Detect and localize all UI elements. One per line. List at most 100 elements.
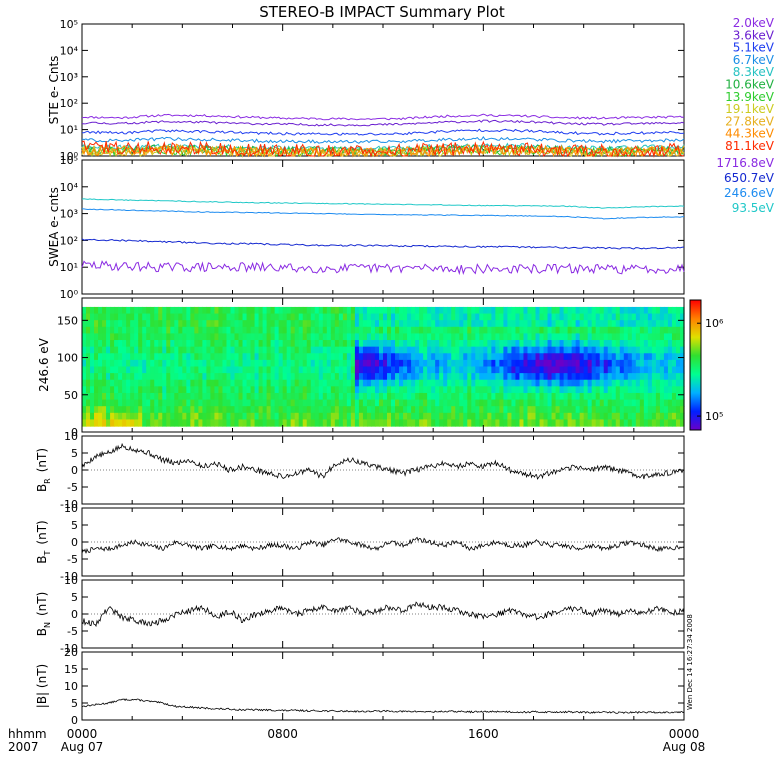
spectrogram-cell [603,399,609,407]
spectrogram-cell [322,313,328,321]
spectrogram-cell [190,320,195,328]
spectrogram-cell [455,379,460,387]
spectrogram-cell [551,399,557,407]
spectrogram-cell [571,386,577,394]
spectrogram-cell [475,306,480,315]
spectrogram-cell [491,320,496,328]
spectrogram-cell [599,419,605,427]
spectrogram-cell [431,392,436,401]
spectrogram-cell [170,366,175,374]
spectrogram-cell [547,346,553,354]
spectrogram-cell [491,353,496,361]
spectrogram-cell [451,359,456,368]
spectrogram-cell [643,333,649,341]
spectrogram-cell [523,392,529,401]
spectrogram-cell [439,306,444,315]
spectrogram-cell [134,373,139,381]
spectrogram-cell [667,359,673,368]
spectrogram-cell [346,359,352,368]
spectrogram-cell [202,340,208,348]
spectrogram-cell [515,373,521,381]
spectrogram-cell [531,359,537,368]
spectrogram-cell [675,320,681,328]
spectrogram-cell [370,340,376,348]
spectrogram-cell [338,359,344,368]
spectrogram-cell [130,386,135,394]
spectrogram-cell [499,313,504,321]
spectrogram-cell [258,333,264,341]
spectrogram-cell [278,359,284,368]
spectrogram-cell [627,379,633,387]
spectrogram-cell [551,313,557,321]
spectrogram-cell [250,326,256,335]
spectrogram-cell [583,392,589,401]
spectrogram-cell [659,419,665,427]
spectrogram-cell [567,373,573,381]
spectrogram-cell [479,419,484,427]
spectrogram-cell [651,326,657,335]
spectrogram-cell [190,373,195,381]
spectrogram-cell [242,419,248,427]
spectrogram-cell [218,326,224,335]
spectrogram-cell [563,306,569,315]
spectrogram-cell [671,392,677,401]
ste-legend-entry: 2.0keV [733,16,775,30]
spectrogram-cell [619,359,625,368]
spectrogram-cell [294,359,300,368]
spectrogram-cell [310,392,316,401]
spectrogram-cell [118,333,123,341]
spectrogram-cell [170,392,175,401]
spectrogram-cell [374,419,380,427]
spectrogram-cell [543,313,549,321]
spectrogram-cell [378,399,384,407]
spectrogram-cell [659,313,665,321]
spectrogram-cell [194,326,199,335]
spectrogram-cell [318,353,324,361]
spectrogram-cell [330,419,336,427]
y-tick-label: 5 [71,519,78,532]
spectrogram-cell [254,326,260,335]
spectrogram-cell [330,340,336,348]
spectrogram-cell [90,406,95,414]
spectrogram-cell [675,306,681,315]
spectrogram-cell [186,333,191,341]
spectrogram-cell [254,340,260,348]
spectrogram-cell [395,406,400,414]
spectrogram-cell [403,412,408,421]
swea-series-line [82,208,685,220]
spectrogram-cell [294,419,300,427]
spectrogram-cell [595,419,601,427]
spectrogram-cell [126,399,131,407]
spectrogram-cell [507,386,513,394]
y-tick-label: -10 [60,498,78,511]
spectrogram-cell [150,399,155,407]
spectrogram-cell [322,386,328,394]
spectrogram-cell [663,399,669,407]
y-tick-label: -10 [60,570,78,583]
spectrogram-cell [667,419,673,427]
spectrogram-cell [250,379,256,387]
spectrogram-cell [298,346,304,354]
spectrogram-cell [258,392,264,401]
spectrogram-cell [142,359,147,368]
spectrogram-cell [487,419,492,427]
spectrogram-cell [138,386,143,394]
spectrogram-cell [475,406,480,414]
spectrogram-cell [627,386,633,394]
spectrogram-cell [391,392,396,401]
spectrogram-cell [643,326,649,335]
spectrogram-cell [627,333,633,341]
spectrogram-cell [467,419,472,427]
spectrogram-cell [463,366,468,374]
spectrogram-cell [515,340,521,348]
spectrogram-cell [483,406,488,414]
spectrogram-cell [419,359,424,368]
spectrogram-cell [326,379,332,387]
spectrogram-cell [667,346,673,354]
spectrogram-cell [126,306,131,315]
spectrogram-cell [611,333,617,341]
spectrogram-cell [318,359,324,368]
spectrogram-cell [643,373,649,381]
spectrogram-cell [443,386,448,394]
